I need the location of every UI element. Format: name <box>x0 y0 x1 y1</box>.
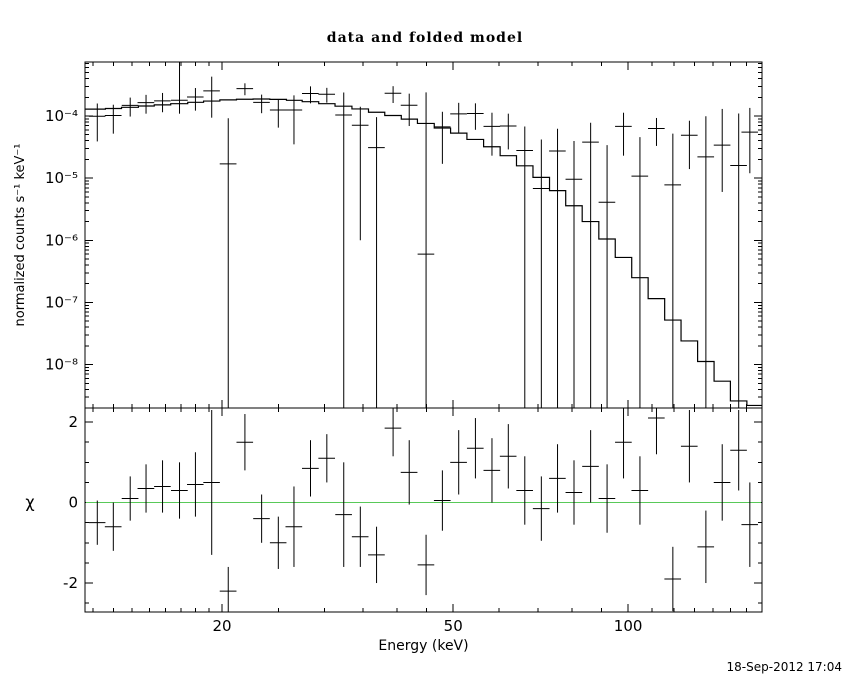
model-line <box>85 98 762 407</box>
y-tick-label: 10⁻⁸ <box>45 356 78 374</box>
axis-titles: Energy (keV) normalized counts s⁻¹ keV⁻¹ χ <box>13 144 469 654</box>
residual-data-points <box>88 408 758 612</box>
x-tick-label: 20 <box>212 617 231 635</box>
y-axis-label-chi: χ <box>25 493 34 512</box>
y-axis-label-top: normalized counts s⁻¹ keV⁻¹ <box>13 144 28 327</box>
y-tick-label: 0 <box>68 494 78 512</box>
tick-labels: 20 50 100 10⁻⁴ 10⁻⁵ 10⁻⁶ 10⁻⁷ 10⁻⁸ -2 0 2 <box>45 107 642 635</box>
x-tick-label: 100 <box>614 617 643 635</box>
top-panel-frame <box>84 61 763 409</box>
panel-frames <box>84 61 763 613</box>
chart-title: data and folded model <box>326 30 524 46</box>
y-tick-label: 10⁻⁶ <box>45 231 78 249</box>
y-tick-label: 2 <box>68 413 78 431</box>
y-tick-label: 10⁻⁷ <box>45 293 78 311</box>
x-tick-label: 50 <box>444 617 463 635</box>
y-tick-label: -2 <box>63 574 78 592</box>
residual-panel-frame <box>84 407 763 613</box>
y-tick-label: 10⁻⁵ <box>45 169 78 187</box>
y-tick-label: 10⁻⁴ <box>45 107 78 125</box>
axis-ticks <box>85 62 762 612</box>
x-axis-label: Energy (keV) <box>378 638 468 654</box>
spectrum-data-points <box>88 62 758 408</box>
timestamp: 18-Sep-2012 17:04 <box>726 660 842 674</box>
